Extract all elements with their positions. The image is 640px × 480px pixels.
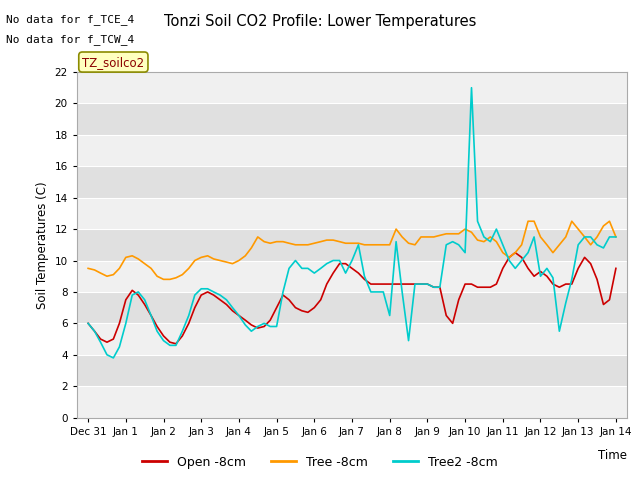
Bar (77, 198, 627, 229)
Text: TZ_soilco2: TZ_soilco2 (83, 56, 145, 69)
Bar (77, 292, 627, 324)
Text: No data for f_TCW_4: No data for f_TCW_4 (6, 34, 134, 45)
Bar (77, 229, 627, 261)
Bar (77, 135, 627, 166)
Legend: Open -8cm, Tree -8cm, Tree2 -8cm: Open -8cm, Tree -8cm, Tree2 -8cm (137, 451, 503, 474)
Text: Time: Time (598, 449, 627, 462)
Text: No data for f_TCE_4: No data for f_TCE_4 (6, 14, 134, 25)
Bar (77, 386, 627, 418)
Bar (77, 166, 627, 198)
Y-axis label: Soil Temperatures (C): Soil Temperatures (C) (36, 181, 49, 309)
Bar (77, 324, 627, 355)
Bar (77, 261, 627, 292)
Bar (77, 355, 627, 386)
Text: Tonzi Soil CO2 Profile: Lower Temperatures: Tonzi Soil CO2 Profile: Lower Temperatur… (164, 14, 476, 29)
Bar (77, 72, 627, 103)
Bar (77, 103, 627, 135)
